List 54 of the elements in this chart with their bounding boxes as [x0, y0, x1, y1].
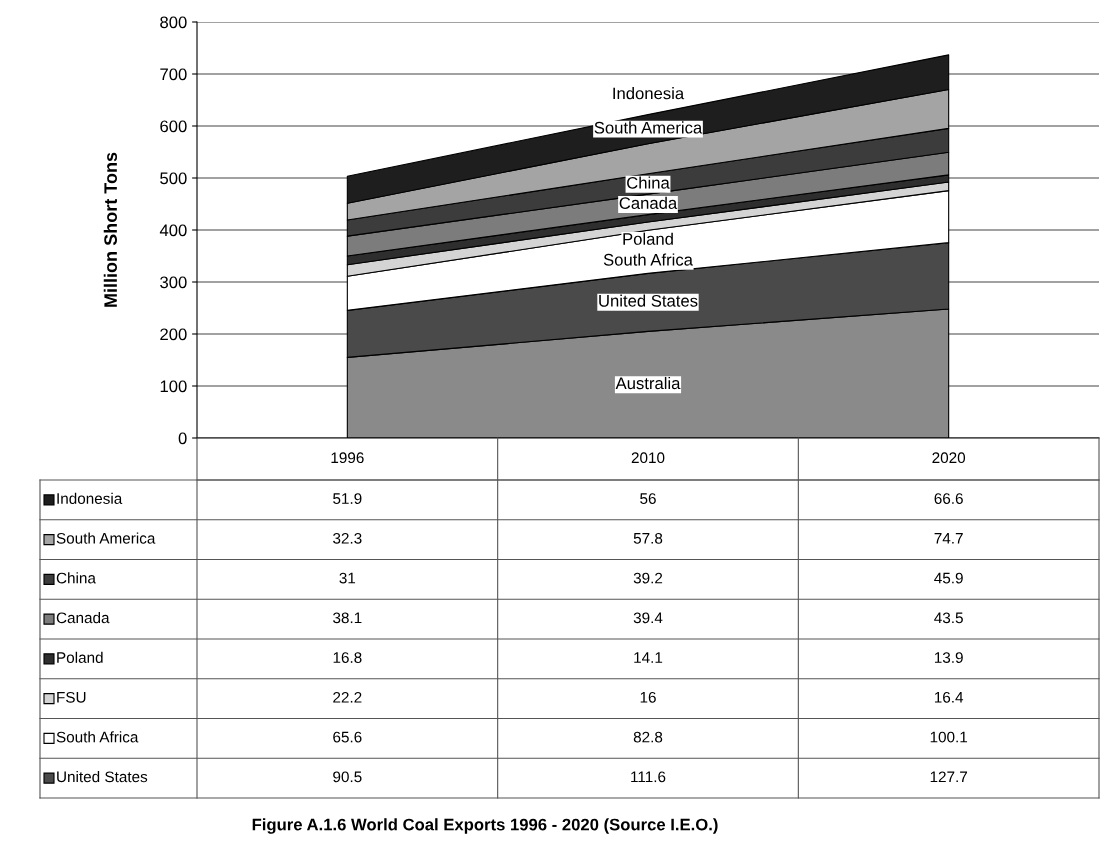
data-label: 74.7 [934, 533, 963, 544]
data-label: 39.2 [633, 572, 663, 584]
y-tick-label: 500 [160, 172, 187, 185]
legend-label: South America [56, 532, 156, 544]
data-label: 14.1 [634, 652, 663, 663]
data-label: 22.2 [333, 691, 362, 703]
data-label: 16.8 [333, 652, 362, 663]
annotation: Canada [619, 196, 678, 209]
x-tick-label: 2020 [932, 452, 966, 464]
annotation: United States [599, 294, 698, 307]
legend-label: Indonesia [57, 492, 123, 504]
data-label: 16.4 [934, 691, 964, 703]
data-label: 57.8 [633, 532, 663, 544]
data-label: 90.5 [333, 771, 362, 783]
data-label: 82.8 [633, 731, 663, 743]
y-tick-label: 100 [160, 380, 187, 393]
text: Figure A.1.6 World Coal Exports 1996 - 2020 (Source I.E.O.) [252, 818, 718, 834]
y-tick-label: 300 [160, 276, 187, 289]
annotation: Poland [623, 232, 673, 245]
y-tick-label: 800 [160, 16, 187, 29]
data-label: 100.1 [930, 731, 968, 743]
x-tick-label: 2010 [631, 452, 665, 464]
legend-label: FSU [57, 691, 86, 703]
legend-label: Canada [56, 612, 110, 624]
data-label: 51.9 [333, 493, 362, 504]
y-tick-label: 700 [160, 68, 187, 81]
legend-label: South Africa [56, 731, 139, 743]
y-tick-label: 0 [178, 432, 187, 445]
data-label: 13.9 [934, 652, 963, 663]
data-label: 39.4 [633, 612, 663, 624]
y-tick-label: 400 [159, 224, 187, 237]
data-label: 31 [339, 572, 356, 584]
data-label: 38.1 [333, 612, 362, 624]
legend-label: Poland [57, 651, 103, 663]
data-label: 66.6 [934, 493, 963, 504]
data-label: 16 [640, 691, 656, 703]
y-tick-label: 200 [160, 328, 187, 341]
data-label: 56 [640, 493, 656, 504]
y-tick-label: 600 [160, 120, 187, 133]
annotation: China [627, 176, 670, 189]
x-tick-label: 1996 [331, 452, 364, 464]
annotation: South America [594, 121, 703, 134]
data-label: 111.6 [631, 771, 666, 783]
data-label: 45.9 [934, 572, 963, 584]
legend-label: United States [57, 771, 148, 783]
legend-label: China [56, 572, 96, 584]
annotation: Indonesia [613, 87, 685, 100]
annotation: South Africa [603, 253, 693, 266]
series-label: Australia [615, 376, 681, 390]
data-label: 65.6 [333, 731, 362, 743]
data-label: 127.7 [930, 771, 968, 783]
data-label: 32.3 [333, 532, 362, 544]
y-axis-title: Million Short Tons [103, 152, 118, 307]
data-label: 43.5 [934, 612, 963, 624]
